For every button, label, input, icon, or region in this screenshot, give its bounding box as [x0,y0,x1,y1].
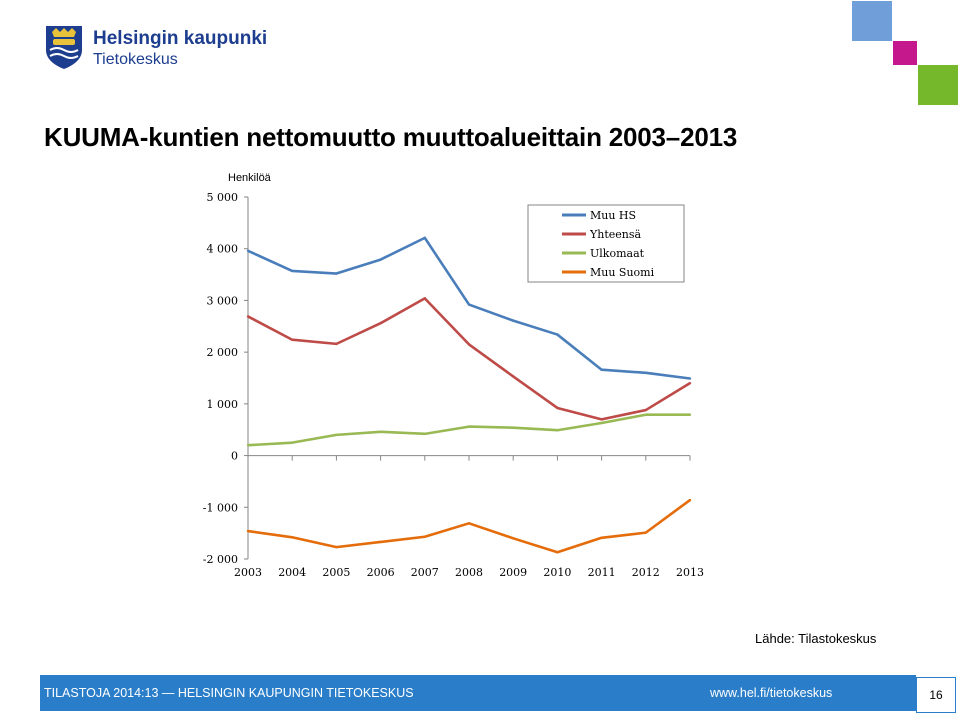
x-tick-label: 2010 [543,566,571,579]
legend-label: Ulkomaat [590,247,645,260]
data-point [688,413,692,416]
data-point [291,536,294,539]
x-tick-label: 2004 [278,566,306,579]
y-tick-label: -1 000 [203,501,238,514]
y-tick-label: 0 [231,450,238,463]
helsinki-crest-icon [46,26,82,69]
logo-subtitle: Tietokeskus [93,51,178,68]
data-point [688,377,692,380]
source-note: Lähde: Tilastokeskus [755,631,877,646]
data-point [512,319,515,322]
x-tick-label: 2012 [632,566,660,579]
page-number: 16 [929,688,943,702]
footer-publication: TILASTOJA 2014:13 — HELSINGIN KAUPUNGIN … [44,686,414,700]
data-point [644,531,647,534]
data-point [335,545,338,549]
series-line-ulkomaat [247,413,690,447]
data-point [467,343,471,346]
data-point [467,425,471,428]
data-point [379,540,382,544]
y-tick-label: -2 000 [203,553,238,566]
data-point [423,297,426,300]
data-point [600,421,603,425]
data-point [600,418,603,421]
legend-box [527,204,685,283]
series-line-yhteensä [247,297,691,421]
data-point [379,321,382,325]
footer-url-link[interactable]: www.hel.fi/tietokeskus [710,686,833,700]
data-point [379,430,382,433]
x-tick-label: 2013 [676,566,704,579]
helsinki-logo: Helsingin kaupunki Tietokeskus [44,24,267,72]
series-line-muu-suomi [247,498,691,554]
data-point [644,408,647,412]
data-point [556,333,559,336]
x-tick-label: 2007 [411,566,439,579]
page-number-box [916,677,956,713]
data-point [556,551,559,554]
data-point [688,381,692,385]
data-point [379,258,382,261]
data-point [246,249,250,252]
x-tick-label: 2008 [455,566,483,579]
data-point [644,413,647,416]
data-point [291,441,294,444]
data-point [556,406,559,410]
data-point [335,272,338,275]
y-tick-label: 4 000 [207,243,239,256]
data-point [467,522,471,525]
x-tick-label: 2009 [499,566,527,579]
data-point [246,444,250,447]
footer-bar [40,675,916,711]
data-point [512,426,515,429]
x-tick-label: 2011 [588,566,616,579]
decor-square-green [918,65,958,105]
legend-label: Yhteensä [589,228,642,241]
data-point [423,535,426,538]
legend-label: Muu Suomi [590,266,655,279]
data-point [423,432,426,436]
data-point [600,368,603,371]
y-tick-label: 2 000 [207,346,239,359]
footer: TILASTOJA 2014:13 — HELSINGIN KAUPUNGIN … [0,675,960,716]
logo-title: Helsingin kaupunki [93,28,268,49]
x-tick-label: 2005 [322,566,350,579]
data-point [467,303,471,306]
decor-square-magenta [893,41,917,65]
x-tick-label: 2006 [367,566,395,579]
page-title: KUUMA-kuntien nettomuutto muuttoalueitta… [44,122,738,152]
y-tick-label: 3 000 [207,294,239,307]
data-point [644,371,647,375]
data-point [335,433,338,437]
data-point [512,537,515,540]
data-point [291,269,294,273]
data-point [556,429,559,432]
y-tick-label: 5 000 [207,191,239,204]
decor-square-blue [852,1,892,41]
data-point [291,338,294,341]
x-tick-label: 2003 [234,566,262,579]
y-axis-label: Henkilöä [228,172,271,184]
data-point [335,342,338,346]
y-tick-label: 1 000 [207,398,239,411]
data-point [600,536,603,539]
data-point [423,236,426,240]
data-point [512,375,515,378]
data-point [246,529,250,533]
data-point [688,498,692,502]
legend-label: Muu HS [590,209,636,222]
data-point [246,315,250,318]
